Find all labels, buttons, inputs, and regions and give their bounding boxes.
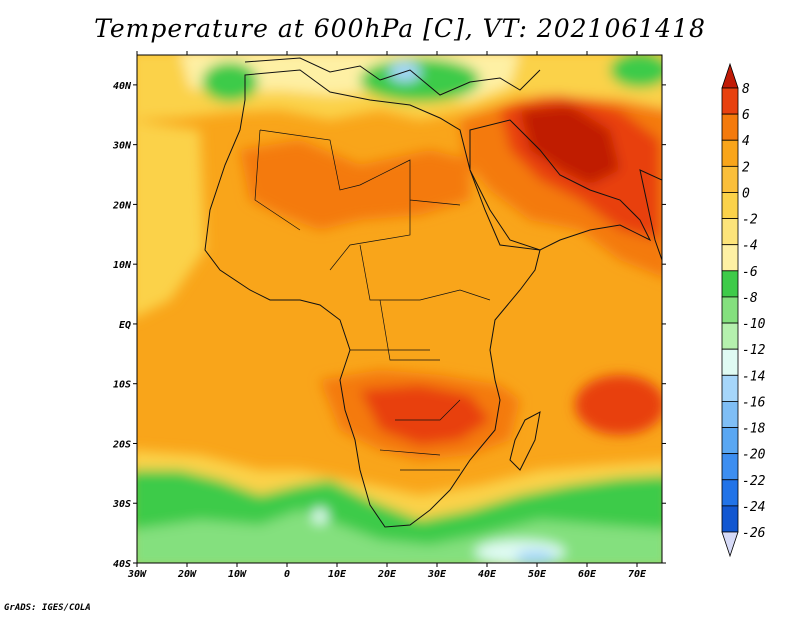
y-tick-label: 20S: [112, 439, 131, 450]
colorbar-label: -8: [742, 291, 758, 306]
colorbar-label: -12: [742, 343, 766, 358]
x-tick-label: 20W: [177, 569, 197, 580]
y-tick-label: 10N: [113, 260, 132, 271]
colorbar-box: [721, 113, 739, 141]
colorbar-box: [721, 296, 739, 324]
colorbar-label: -26: [742, 526, 766, 541]
colorbar-box: [721, 244, 739, 272]
y-tick-label: 10S: [113, 380, 131, 391]
x-tick-label: 50E: [528, 569, 547, 580]
y-tick-label: 40N: [113, 81, 132, 92]
credit-label: GrADS: IGES/COLA: [4, 603, 91, 613]
colorbar-box: [721, 453, 739, 481]
colorbar-label: -14: [742, 369, 765, 384]
y-tick-label: EQ: [119, 320, 131, 331]
x-axis: 30W 20W 10W 0 10E 20E 30E 40E 50E 60E 70E: [127, 51, 647, 580]
colorbar-box: [721, 165, 739, 193]
colorbar-box: [721, 348, 739, 376]
colorbar-label: 6: [742, 108, 750, 123]
colorbar-label: 4: [742, 134, 750, 149]
colorbar-label: -22: [742, 474, 766, 489]
colorbar-box: [721, 87, 739, 115]
arabia-coastline: [469, 119, 652, 251]
colorbar-label: -6: [742, 265, 758, 280]
africa-coastline: [204, 69, 541, 528]
x-tick-label: 10E: [328, 569, 347, 580]
colorbar-label: 0: [742, 186, 750, 201]
colorbar-label: -4: [742, 239, 758, 254]
colorbar-box: [721, 479, 739, 507]
x-tick-label: 10W: [228, 569, 247, 580]
y-tick-label: 40S: [113, 559, 131, 570]
x-tick-label: 60E: [578, 569, 597, 580]
colorbar-label: -20: [742, 448, 766, 463]
colorbar-box: [721, 192, 739, 219]
colorbar-bottom-triangle: [721, 531, 739, 558]
southern-cyan-small: [312, 508, 328, 524]
colorbar-box: [721, 139, 739, 167]
interior-borders: [254, 129, 491, 471]
colorbar-label: -24: [742, 500, 765, 515]
indian-ocean-warm-patch: [575, 375, 662, 435]
colorbar-box: [721, 374, 739, 402]
temperature-field: [137, 55, 662, 563]
arabia-deep-hot-core: [520, 105, 620, 185]
colorbar-label: 2: [742, 160, 750, 175]
x-tick-label: 30W: [127, 569, 147, 580]
colorbar-box: [721, 505, 739, 533]
colorbar-label: -10: [742, 317, 766, 332]
y-tick-label: 30S: [112, 499, 131, 510]
atlantic-light-band: [137, 121, 205, 317]
y-tick-label: 30N: [112, 141, 132, 152]
colorbar-box: [721, 401, 739, 428]
north-green-patch-2: [360, 58, 480, 102]
y-tick-label: 20N: [112, 200, 132, 211]
colorbar-label: 8: [742, 82, 750, 97]
y-axis: 40N 30N 20N 10N EQ 10S 20S 30S 40S: [112, 81, 666, 570]
india-coastline: [639, 169, 662, 261]
colorbar-label: -18: [742, 422, 766, 437]
x-tick-label: 30E: [427, 569, 447, 580]
southern-africa-hot-core: [360, 385, 490, 445]
x-tick-label: 40E: [478, 569, 497, 580]
colorbar-label: -2: [742, 213, 758, 228]
page-title: Temperature at 600hPa [C], VT: 202106141…: [94, 14, 706, 43]
sahara-warm-band: [240, 140, 470, 230]
southern-blue-patch: [515, 550, 555, 563]
europe-coastline: [244, 57, 541, 96]
coastlines: [204, 57, 662, 528]
north-green-patch-3: [610, 55, 662, 88]
madagascar-coastline: [509, 411, 541, 471]
colorbar: 8 6 4 2 0 -2 -4 -6 -8 -10 -12 -14 -16 -18 -20 -22 -24 -26: [721, 62, 766, 558]
x-tick-label: 20E: [377, 569, 397, 580]
x-tick-label: 0: [284, 569, 290, 580]
map-frame: [136, 54, 663, 564]
x-tick-label: 70E: [628, 569, 647, 580]
colorbar-box: [721, 322, 739, 350]
colorbar-box: [721, 270, 739, 298]
north-green-patch-1: [202, 62, 258, 102]
colorbar-top-triangle: [721, 62, 739, 89]
colorbar-box: [721, 218, 739, 246]
colorbar-box: [721, 427, 739, 455]
colorbar-label: -16: [742, 395, 766, 410]
